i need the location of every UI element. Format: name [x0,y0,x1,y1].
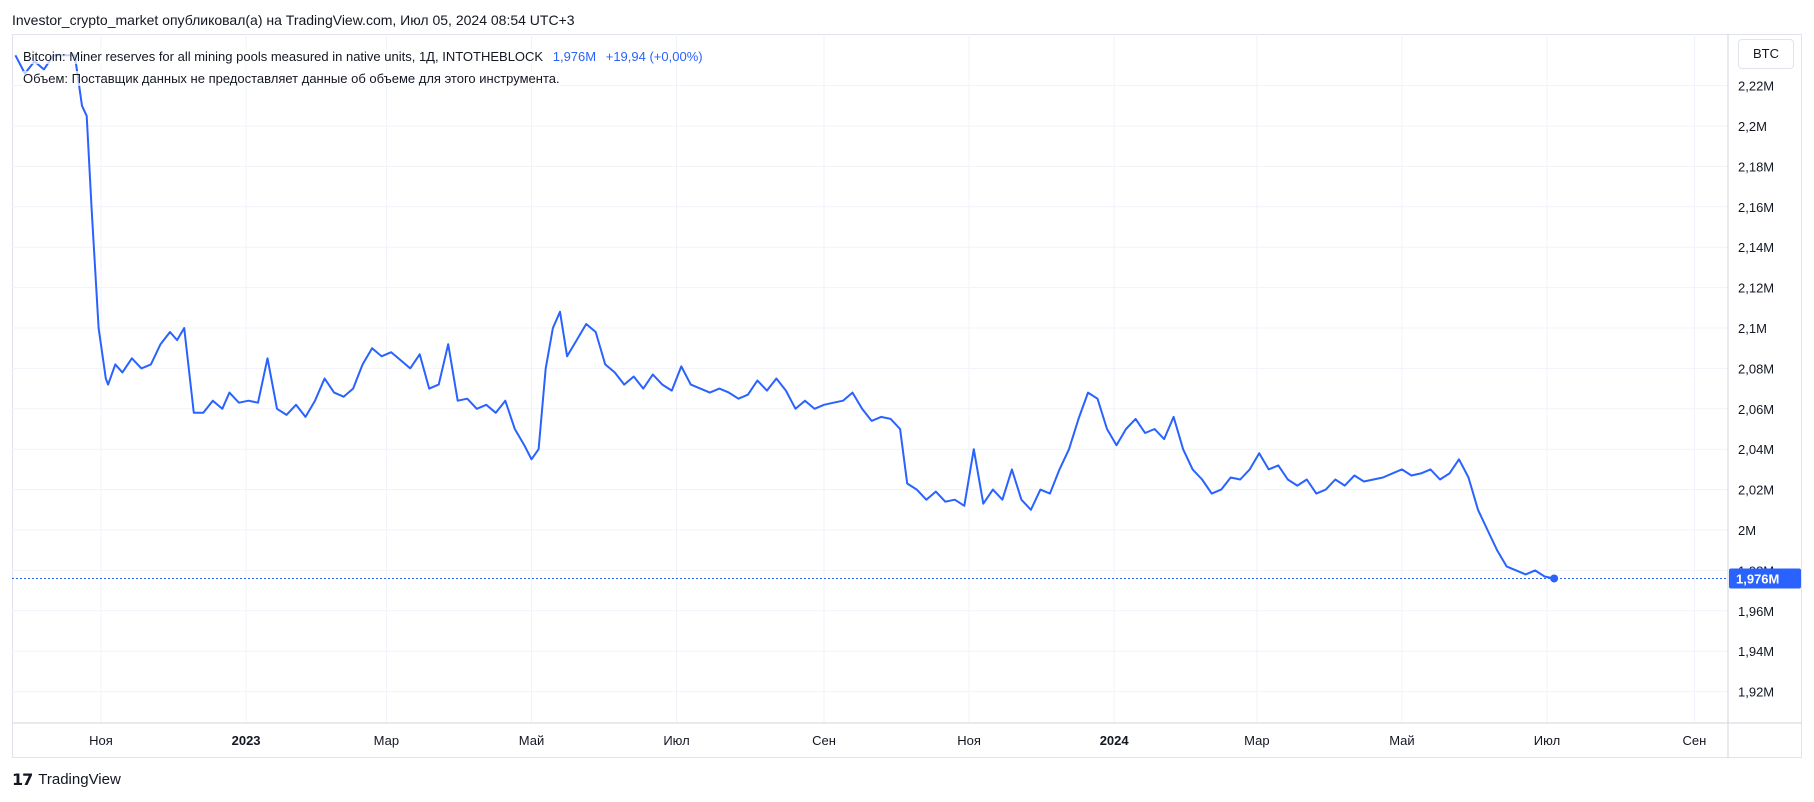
x-tick-label: Ноя [957,733,981,748]
y-axis-ticks: 2,22M 2,2M 2,18M 2,16M 2,14M 2,12M 2,1M 2,08M 2,… [1738,79,1774,700]
y-tick-label: 2,22M [1738,79,1774,94]
x-tick-label: Мар [374,733,399,748]
last-price-label: 1,976M [1729,568,1801,589]
y-tick-label: 2,16M [1738,200,1774,215]
y-tick-label: 2,1M [1738,321,1767,336]
last-price-label-bg [1729,568,1801,589]
currency-button[interactable]: BTC [1738,39,1794,69]
grid-layer [12,34,1728,723]
x-tick-label: Мар [1244,733,1269,748]
x-tick-label: 2024 [1100,733,1130,748]
y-tick-label: 1,92M [1738,685,1774,700]
last-price-label-text: 1,976M [1736,571,1779,586]
x-tick-label: Ноя [89,733,113,748]
last-point-marker [1550,574,1559,583]
y-tick-label: 2,06M [1738,402,1774,417]
x-tick-label: 2023 [232,733,261,748]
y-tick-label: 1,94M [1738,644,1774,659]
y-tick-label: 2,2M [1738,119,1767,134]
tradingview-logo[interactable]: 17 TradingView [12,770,121,789]
publisher-header: Investor_crypto_market опубликовал(а) на… [12,12,575,28]
y-tick-label: 2,18M [1738,159,1774,174]
y-tick-label: 2,04M [1738,442,1774,457]
y-tick-label: 2M [1738,523,1756,538]
y-tick-label: 2,08M [1738,361,1774,376]
x-tick-label: Май [519,733,544,748]
x-tick-label: Май [1389,733,1414,748]
x-tick-label: Июл [663,733,689,748]
chart-frame [12,34,1802,758]
tradingview-brand-text: TradingView [38,771,121,788]
y-tick-label: 2,14M [1738,240,1774,255]
x-tick-label: Сен [812,733,836,748]
x-tick-label: Сен [1683,733,1707,748]
y-tick-label: 2,02M [1738,483,1774,498]
tradingview-logo-icon: 17 [12,770,33,789]
series-line [14,54,1555,580]
x-tick-label: Июл [1534,733,1560,748]
y-tick-label: 2,12M [1738,281,1774,296]
y-tick-label: 1,96M [1738,604,1774,619]
x-axis-ticks: Ноя 2023 Мар Май Июл Сен Ноя 2024 Мар Май Июл Сен [89,733,1706,748]
